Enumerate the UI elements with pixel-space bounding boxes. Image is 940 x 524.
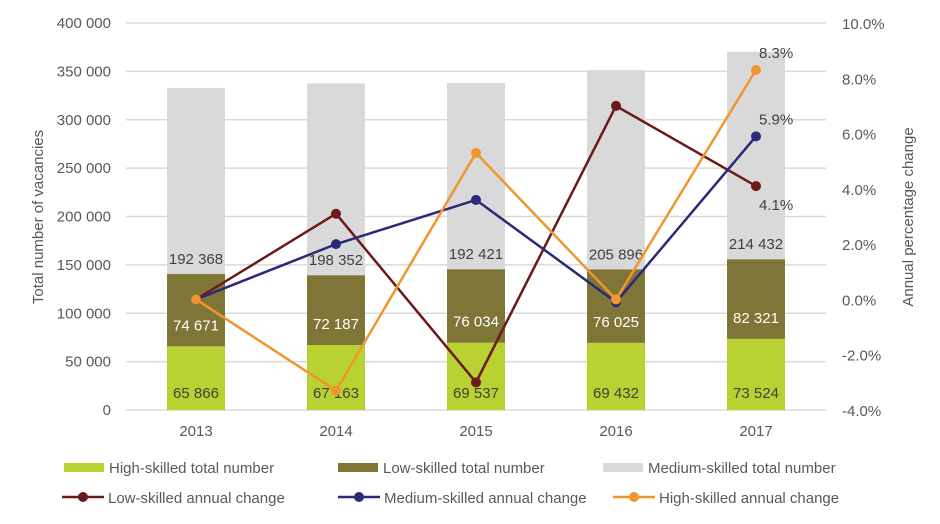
bar-high-skilled-total-number-2017 (727, 338, 785, 410)
line-point-high-skilled-annual-change (331, 385, 341, 396)
legend-label: High-skilled annual change (659, 490, 839, 507)
line-point-high-skilled-annual-change (611, 294, 621, 305)
y-tick-label-left: 0 (103, 402, 111, 419)
bar-data-label: 192 368 (169, 251, 223, 268)
bar-high-skilled-total-number-2016 (587, 342, 645, 410)
bar-data-label: 76 025 (593, 314, 639, 331)
bar-low-skilled-total-number-2014 (307, 275, 365, 346)
bar-data-label: 76 034 (453, 314, 499, 331)
bar-data-label: 69 432 (593, 385, 639, 402)
y-axis-left-title: Total number of vacancies (30, 130, 47, 304)
y-axis-right-title: Annual percentage change (900, 127, 917, 306)
bar-data-label: 82 321 (733, 310, 779, 327)
line-end-labels: 4.1% 5.9% 8.3% (759, 45, 793, 214)
legend-swatch (64, 463, 104, 472)
legend-label: Medium-skilled total number (648, 460, 836, 477)
bar-medium-skilled-total-number-2013 (167, 87, 225, 275)
bars (167, 51, 785, 410)
x-tick-label: 2017 (739, 423, 772, 440)
y-tick-label-right: 10.0% (842, 16, 885, 33)
x-tick-label: 2014 (319, 423, 352, 440)
legend-label: Low-skilled total number (383, 460, 545, 477)
line-point-low-skilled-annual-change (611, 100, 621, 111)
bar-medium-skilled-total-number-2017 (727, 51, 785, 260)
legend-swatch (603, 463, 643, 472)
y-tick-label-right: 6.0% (842, 127, 876, 144)
line-point-low-skilled-annual-change (331, 208, 341, 219)
y-tick-label-right: 4.0% (842, 182, 876, 199)
y-tick-label-left: 350 000 (57, 63, 111, 80)
x-axis: 2013 2014 2015 2016 2017 (179, 423, 772, 440)
y-tick-label-left: 150 000 (57, 257, 111, 274)
line-end-label: 5.9% (759, 111, 793, 128)
y-tick-label-right: -2.0% (842, 348, 881, 365)
y-tick-label-left: 50 000 (65, 354, 111, 371)
bar-low-skilled-total-number-2015 (447, 269, 505, 343)
legend-label: Low-skilled annual change (108, 490, 285, 507)
legend-marker (354, 492, 364, 502)
bar-data-label: 214 432 (729, 236, 783, 253)
y-tick-label-right: 2.0% (842, 237, 876, 254)
bar-data-label: 205 896 (589, 246, 643, 263)
legend: High-skilled total number Low-skilled tot… (62, 460, 839, 507)
line-point-high-skilled-annual-change (471, 147, 481, 158)
x-tick-label: 2015 (459, 423, 492, 440)
bar-data-label: 198 352 (309, 252, 363, 269)
line-end-label: 4.1% (759, 197, 793, 214)
bar-low-skilled-total-number-2013 (167, 274, 225, 347)
y-tick-label-left: 400 000 (57, 15, 111, 32)
line-point-low-skilled-annual-change (471, 377, 481, 388)
legend-marker (629, 492, 639, 502)
lines (191, 64, 761, 396)
line-point-medium-skilled-annual-change (471, 194, 481, 205)
bar-data-label: 72 187 (313, 316, 359, 333)
y-tick-label-left: 250 000 (57, 160, 111, 177)
y-axis-right: -4.0% -2.0% 0.0% 2.0% 4.0% 6.0% 8.0% 10.0% (842, 16, 885, 420)
legend-label: Medium-skilled annual change (384, 490, 587, 507)
y-tick-label-right: 8.0% (842, 71, 876, 88)
bar-medium-skilled-total-number-2016 (587, 70, 645, 270)
x-tick-label: 2016 (599, 423, 632, 440)
legend-swatch (338, 463, 378, 472)
line-point-medium-skilled-annual-change (331, 239, 341, 250)
line-point-high-skilled-annual-change (751, 64, 761, 75)
y-tick-label-right: -4.0% (842, 403, 881, 420)
bar-data-label: 65 866 (173, 385, 219, 402)
line-end-label: 8.3% (759, 45, 793, 62)
x-tick-label: 2013 (179, 423, 212, 440)
bar-high-skilled-total-number-2015 (447, 342, 505, 410)
bar-low-skilled-total-number-2017 (727, 259, 785, 339)
y-tick-label-left: 100 000 (57, 305, 111, 322)
y-tick-label-left: 200 000 (57, 209, 111, 226)
line-point-medium-skilled-annual-change (751, 131, 761, 142)
y-tick-label-right: 0.0% (842, 292, 876, 309)
bar-medium-skilled-total-number-2015 (447, 82, 505, 270)
bar-data-label: 74 671 (173, 317, 219, 334)
line-point-high-skilled-annual-change (191, 294, 201, 305)
bar-high-skilled-total-number-2013 (167, 346, 225, 410)
bar-data-label: 192 421 (449, 246, 503, 263)
y-axis-left: 0 50 000 100 000 150 000 200 000 250 000 300 0… (57, 15, 111, 419)
bar-data-label: 69 537 (453, 385, 499, 402)
line-point-low-skilled-annual-change (751, 181, 761, 192)
legend-label: High-skilled total number (109, 460, 274, 477)
legend-marker (78, 492, 88, 502)
bar-data-label: 73 524 (733, 385, 779, 402)
y-tick-label-left: 300 000 (57, 112, 111, 129)
